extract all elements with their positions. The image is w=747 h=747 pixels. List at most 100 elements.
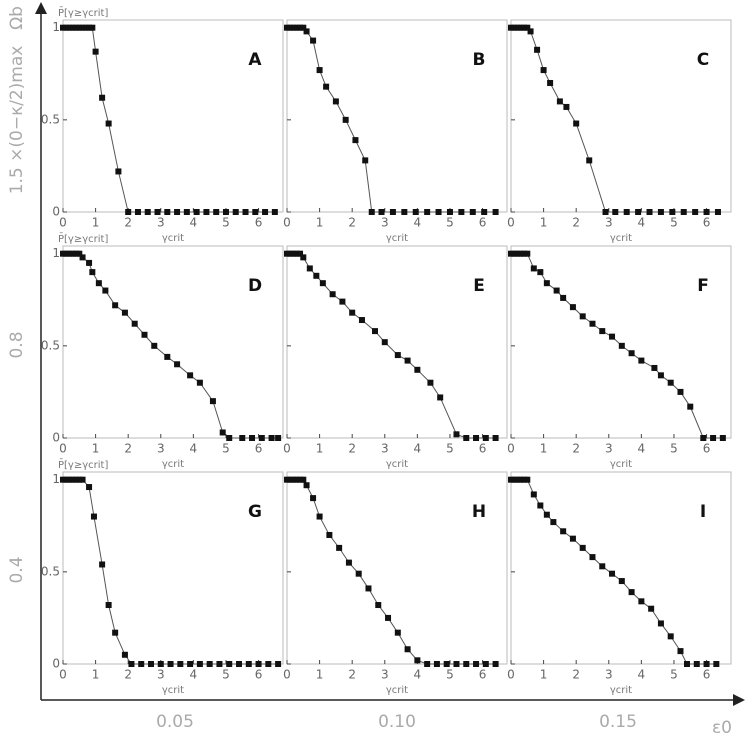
data-point <box>560 528 567 535</box>
data-point <box>332 98 339 105</box>
data-point <box>60 24 66 31</box>
y-axis-label: P̄[γ≥γcrit] <box>58 6 108 19</box>
data-point <box>372 328 378 335</box>
data-point <box>394 629 401 636</box>
data-point <box>151 342 158 349</box>
x-axis-label: γcrit <box>610 459 632 470</box>
data-point <box>437 394 444 401</box>
data-point <box>713 661 720 667</box>
data-point <box>638 598 645 605</box>
x-tick-label: 1 <box>540 668 548 682</box>
data-point <box>680 209 687 215</box>
x-tick-label: 5 <box>446 668 454 682</box>
x-tick-label: 1 <box>540 442 548 456</box>
data-point <box>537 269 544 276</box>
data-point <box>290 250 297 257</box>
data-point <box>310 37 317 44</box>
data-point <box>482 435 489 441</box>
data-point <box>669 209 676 215</box>
data-point <box>687 403 694 410</box>
data-point <box>508 250 514 257</box>
data-point <box>313 272 320 279</box>
data-point <box>336 544 343 551</box>
data-point <box>232 209 239 215</box>
y-tick-label: 1 <box>52 20 60 34</box>
y-tick-label: 0.5 <box>41 564 60 578</box>
data-point <box>492 435 499 441</box>
data-point <box>287 250 294 257</box>
data-point <box>154 209 161 215</box>
x-tick-label: 5 <box>222 442 230 456</box>
data-point <box>358 317 365 324</box>
x-tick-label: 0 <box>59 216 67 230</box>
data-point <box>573 120 580 127</box>
data-point <box>703 661 710 667</box>
data-point <box>618 342 625 349</box>
data-point <box>63 250 70 257</box>
x-tick-label: 2 <box>124 442 132 456</box>
panel: 0 1 2 3 4 5 6 γcrit C <box>507 19 732 244</box>
column-label: 0.05 <box>156 712 194 732</box>
data-point <box>368 209 375 215</box>
data-point <box>284 24 290 31</box>
x-tick-label: 3 <box>157 668 165 682</box>
outer-x-label: ε0 <box>712 718 732 738</box>
data-point <box>563 103 570 110</box>
x-tick-label: 6 <box>703 442 711 456</box>
data-point <box>60 250 66 257</box>
data-point <box>90 513 97 520</box>
data-point <box>112 629 119 636</box>
data-point <box>612 209 619 215</box>
data-point <box>389 209 396 215</box>
x-tick-label: 0 <box>283 442 291 456</box>
x-tick-label: 6 <box>255 668 263 682</box>
data-point <box>255 661 262 667</box>
data-point <box>258 435 265 441</box>
data-point <box>355 570 362 577</box>
data-point <box>69 24 76 31</box>
data-point <box>427 379 434 386</box>
x-tick-label: 1 <box>92 216 100 230</box>
x-tick-label: 2 <box>572 668 580 682</box>
data-point <box>209 398 216 405</box>
data-point <box>249 435 256 441</box>
x-tick-label: 6 <box>703 216 711 230</box>
data-point <box>508 24 514 31</box>
data-point <box>345 559 352 566</box>
data-point <box>73 250 80 257</box>
data-point <box>141 331 148 338</box>
data-point <box>216 661 223 667</box>
x-tick-label: 1 <box>316 668 324 682</box>
data-point <box>148 661 154 667</box>
data-point <box>310 495 317 502</box>
x-tick-label: 4 <box>190 668 198 682</box>
data-point <box>524 476 531 483</box>
data-point <box>700 435 707 441</box>
data-point <box>628 350 635 357</box>
data-point <box>473 661 480 667</box>
data-point <box>602 209 609 215</box>
panel-frame <box>62 245 284 439</box>
data-point <box>265 661 272 667</box>
x-axis-label: γcrit <box>610 233 632 244</box>
data-point <box>492 661 499 667</box>
data-point <box>125 209 132 215</box>
data-point <box>69 250 76 257</box>
x-tick-label: 2 <box>348 216 356 230</box>
data-point <box>547 79 554 86</box>
data-line <box>63 27 275 213</box>
x-tick-label: 5 <box>670 442 678 456</box>
data-point <box>275 435 282 441</box>
data-point <box>95 280 102 287</box>
data-point <box>530 491 537 498</box>
data-point <box>473 435 480 441</box>
data-point <box>657 372 664 379</box>
x-tick-label: 6 <box>703 668 711 682</box>
data-point <box>463 661 470 667</box>
data-point <box>623 209 630 215</box>
data-point <box>121 651 128 658</box>
data-point <box>105 602 112 609</box>
data-point <box>628 589 635 596</box>
data-point <box>458 209 465 215</box>
data-point <box>236 661 242 667</box>
